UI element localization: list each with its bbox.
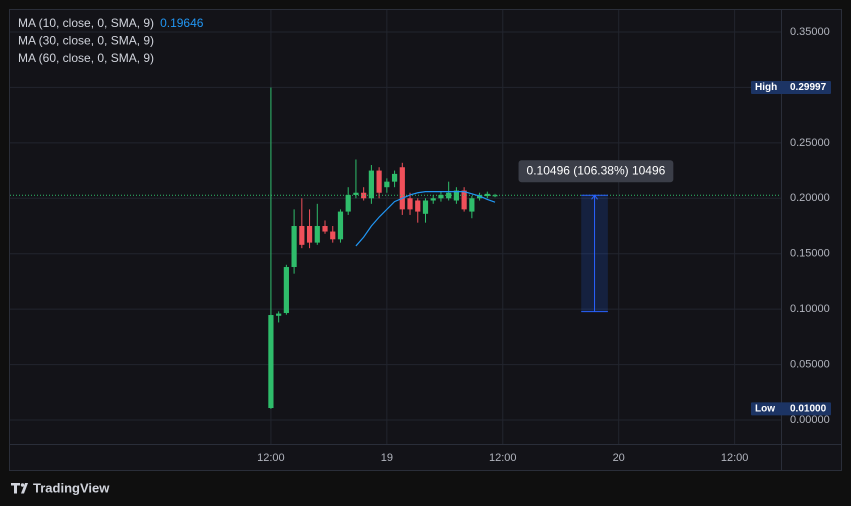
- x-tick-label: 12:00: [489, 452, 517, 464]
- candle-body: [314, 225, 320, 243]
- x-tick-label: 12:00: [721, 452, 749, 464]
- ma-line: [355, 191, 496, 247]
- candle-body: [384, 181, 390, 188]
- y-tick-label: 0.05000: [790, 358, 830, 370]
- legend-entry: MA (30, close, 0, SMA, 9): [18, 34, 154, 48]
- candle-body: [430, 198, 436, 201]
- candle-body: [345, 194, 351, 212]
- chart-panel: [9, 9, 842, 471]
- price-marker-value: 0.01000: [790, 404, 827, 415]
- candle-body: [407, 198, 413, 210]
- price-marker-value: 0.29997: [790, 82, 827, 93]
- candle-body: [453, 190, 460, 201]
- candle-body: [291, 225, 297, 268]
- y-tick-label: 0.10000: [790, 303, 830, 315]
- brand: TradingView: [33, 480, 110, 495]
- measure-label: 0.10496 (106.38%) 10496: [527, 163, 666, 177]
- candle-body: [299, 225, 305, 245]
- candle-body: [492, 195, 498, 197]
- x-tick-label: 12:00: [257, 452, 285, 464]
- logo-glyph: [20, 483, 25, 487]
- logo-glyph: [11, 483, 20, 494]
- candle-body: [306, 225, 313, 243]
- price-marker-label: High: [755, 82, 777, 93]
- candle-body: [268, 315, 274, 409]
- candle-body: [469, 198, 475, 212]
- legend-entry: MA (10, close, 0, SMA, 9): [18, 16, 154, 30]
- candle-body: [283, 267, 289, 314]
- y-tick-label: 0.25000: [790, 137, 830, 149]
- candle-body: [438, 194, 444, 199]
- y-tick-label: 0.35000: [790, 26, 830, 38]
- legend-entry: MA (60, close, 0, SMA, 9): [18, 51, 154, 65]
- price-marker-tag: [751, 80, 831, 94]
- candle-body: [322, 225, 328, 232]
- price-marker-tag: [751, 402, 831, 416]
- candle-body: [391, 173, 398, 182]
- measure-arrowhead: [591, 194, 598, 200]
- candle-body: [376, 170, 382, 193]
- candle-body: [276, 313, 282, 316]
- price-marker-label: Low: [755, 404, 775, 415]
- candle-body: [330, 231, 336, 240]
- y-tick-label: 0.20000: [790, 192, 830, 204]
- candle-body: [422, 200, 429, 214]
- measure-label-box: [518, 160, 674, 183]
- candle-body: [337, 211, 344, 240]
- candle-body: [415, 200, 421, 212]
- legend-value: 0.19646: [160, 16, 204, 30]
- x-tick-label: 20: [613, 452, 625, 464]
- candle-body: [368, 170, 374, 199]
- candle-body: [461, 190, 467, 210]
- candle-body: [399, 167, 405, 210]
- logo-glyph: [21, 483, 28, 494]
- candle-body: [353, 192, 359, 195]
- y-tick-label: 0.00000: [790, 414, 830, 426]
- y-tick-label: 0.15000: [790, 248, 830, 260]
- brand-logo: TradingView: [11, 480, 110, 495]
- candle-body: [361, 192, 367, 199]
- x-tick-label: 19: [381, 452, 393, 464]
